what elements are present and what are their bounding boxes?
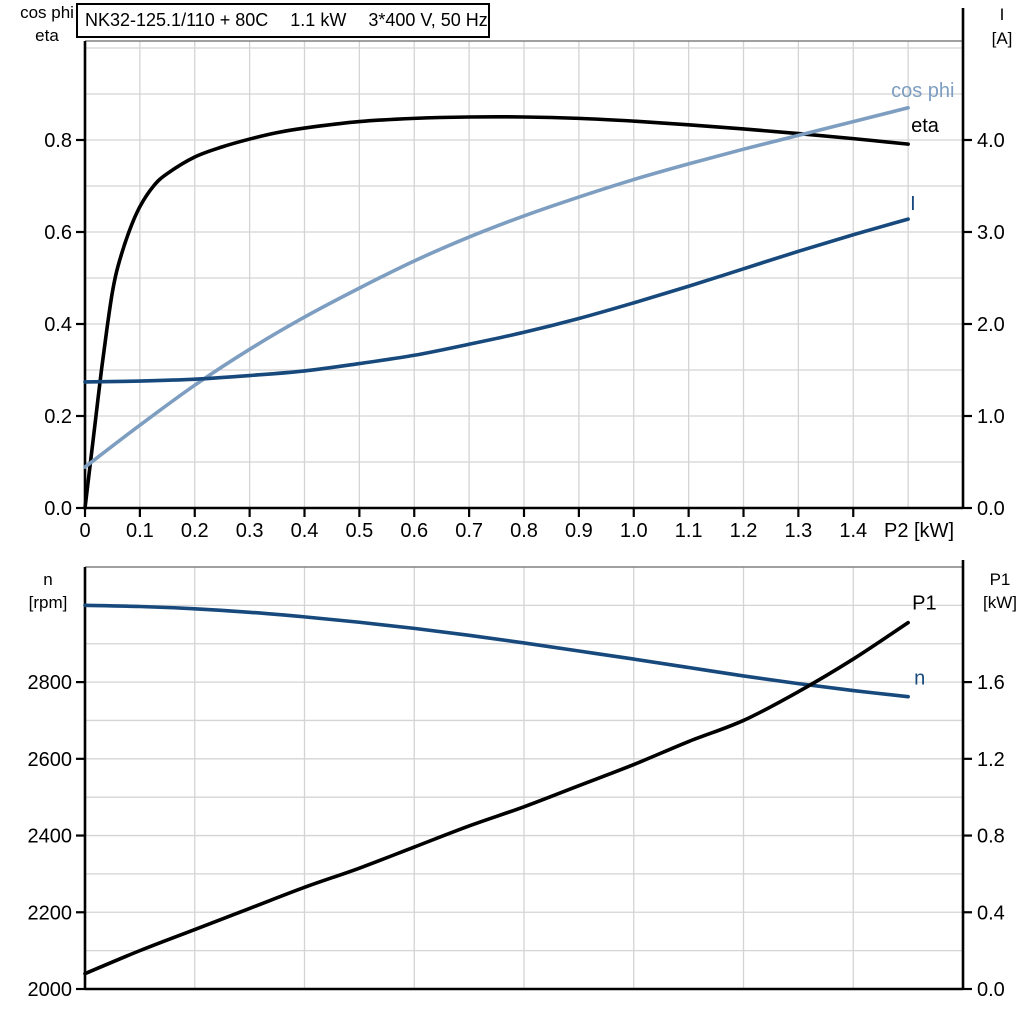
bottom-left-tick-label: 2200 (28, 902, 73, 924)
top-left-tick-label: 0.8 (44, 130, 72, 152)
top-left-tick-label: 0.0 (44, 498, 72, 520)
top-x-axis-label: P2 [kW] (884, 520, 954, 542)
top-right-tick-label: 4.0 (977, 130, 1005, 152)
top-gridlines (85, 41, 963, 508)
top-x-tick-label: 1.3 (784, 520, 812, 542)
top-right-axis-title: [A] (992, 29, 1013, 48)
top-x-tick-label: 1.2 (730, 520, 758, 542)
top-x-tick-label: 0 (79, 520, 90, 542)
top-x-tick-label: 1.0 (620, 520, 648, 542)
top-x-tick-label: 0.1 (126, 520, 154, 542)
bottom-left-axis-title: [rpm] (29, 593, 68, 612)
top-left-tick-label: 0.2 (44, 406, 72, 428)
current-curve-label: I (910, 193, 916, 215)
input-power-curve-label: P1 (912, 593, 936, 615)
top-right-tick-label: 0.0 (977, 498, 1005, 520)
bottom-frame (83, 560, 965, 991)
speed-curve-label: n (914, 668, 925, 690)
speed-curve (83, 603, 910, 699)
bottom-tick-labels: 2000 2200 2400 2600 2800 0.0 0.4 0.8 1.2 1.6 (28, 672, 1005, 1001)
top-left-axis-title: cos phi (20, 3, 74, 22)
title-segment-model: NK32-125.1/110 + 80C (85, 10, 269, 30)
title-segment-voltage: 3*400 V, 50 Hz (368, 10, 488, 30)
top-x-tick-label: 0.2 (181, 520, 209, 542)
top-right-tick-label: 3.0 (977, 222, 1005, 244)
top-axis-titles: cos phi eta I [A] (20, 3, 1012, 48)
top-x-tick-label: 0.4 (291, 520, 319, 542)
top-x-tick-label: 0.8 (510, 520, 538, 542)
top-x-tick-label: 1.1 (675, 520, 703, 542)
top-x-tick-label: 0.7 (455, 520, 483, 542)
top-chart: 0.0 0.2 0.4 0.6 0.8 0.0 1.0 2.0 3.0 4.0 0 0.1 0.2 0.3… (20, 3, 1012, 542)
bottom-right-tick-label: 1.6 (977, 672, 1005, 694)
top-x-tick-label: 0.9 (565, 520, 593, 542)
eta-curve-label: eta (911, 115, 940, 137)
top-ticks (76, 138, 972, 517)
bottom-left-tick-label: 2800 (28, 672, 73, 694)
current-curve (83, 217, 910, 384)
bottom-right-axis-title: [kW] (983, 593, 1017, 612)
bottom-right-tick-label: 1.2 (977, 749, 1005, 771)
title-segment-power: 1.1 kW (290, 10, 347, 30)
top-left-axis-title: eta (35, 26, 59, 45)
top-right-axis-title: I (1000, 5, 1005, 24)
top-right-tick-label: 1.0 (977, 406, 1005, 428)
top-x-tick-label: 0.3 (236, 520, 264, 542)
top-left-tick-label: 0.4 (44, 314, 72, 336)
input-power-curve (83, 620, 910, 976)
bottom-right-tick-label: 0.0 (977, 979, 1005, 1001)
bottom-left-tick-label: 2600 (28, 749, 73, 771)
cos-phi-curve-label: cos phi (891, 80, 954, 102)
bottom-left-axis-title: n (43, 570, 52, 589)
chart-title-box: NK32-125.1/110 + 80C 1.1 kW 3*400 V, 50 … (76, 3, 490, 38)
bottom-left-tick-label: 2000 (28, 979, 73, 1001)
top-x-tick-label: 1.4 (839, 520, 867, 542)
bottom-ticks (76, 680, 972, 991)
top-tick-labels: 0.0 0.2 0.4 0.6 0.8 0.0 1.0 2.0 3.0 4.0 0 0.1 0.2 0.3… (44, 130, 1005, 542)
top-x-tick-label: 0.5 (345, 520, 373, 542)
top-x-tick-label: 0.6 (400, 520, 428, 542)
cos-phi-curve (83, 105, 910, 469)
top-right-tick-label: 2.0 (977, 314, 1005, 336)
bottom-right-axis-title: P1 (990, 570, 1011, 589)
bottom-right-tick-label: 0.4 (977, 902, 1005, 924)
top-left-tick-label: 0.6 (44, 222, 72, 244)
bottom-gridlines (85, 567, 963, 989)
eta-curve (83, 115, 910, 510)
bottom-left-tick-label: 2400 (28, 826, 73, 848)
bottom-axis-titles: n [rpm] P1 [kW] (29, 570, 1017, 612)
bottom-chart: 2000 2200 2400 2600 2800 0.0 0.4 0.8 1.2 1.6 n [rpm… (28, 560, 1017, 1001)
bottom-right-tick-label: 0.8 (977, 826, 1005, 848)
